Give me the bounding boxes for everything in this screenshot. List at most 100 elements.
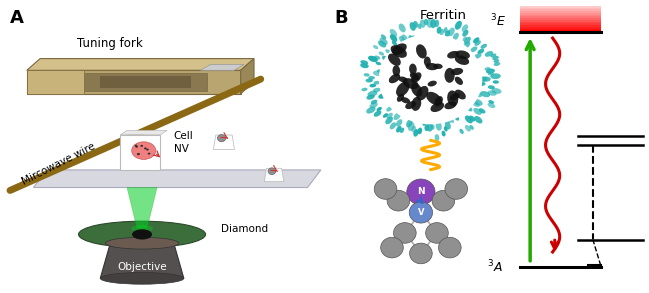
Ellipse shape: [447, 117, 451, 123]
Ellipse shape: [378, 40, 386, 47]
Ellipse shape: [374, 56, 380, 59]
Bar: [520, 6, 601, 8]
Text: A: A: [10, 9, 24, 27]
Ellipse shape: [135, 145, 138, 147]
Ellipse shape: [373, 70, 383, 76]
Bar: [520, 8, 601, 9]
Ellipse shape: [144, 147, 147, 149]
Ellipse shape: [387, 190, 410, 211]
Ellipse shape: [389, 74, 400, 83]
Ellipse shape: [132, 142, 156, 159]
Ellipse shape: [455, 90, 466, 99]
Ellipse shape: [451, 68, 463, 75]
Bar: [520, 27, 601, 29]
Ellipse shape: [400, 128, 404, 133]
Ellipse shape: [434, 20, 439, 27]
Ellipse shape: [365, 79, 373, 82]
Ellipse shape: [368, 76, 375, 80]
Ellipse shape: [474, 40, 481, 46]
Ellipse shape: [371, 100, 378, 104]
Ellipse shape: [422, 120, 426, 126]
Ellipse shape: [411, 83, 422, 97]
Ellipse shape: [392, 43, 407, 55]
Ellipse shape: [366, 107, 376, 114]
Ellipse shape: [369, 102, 378, 108]
Ellipse shape: [378, 93, 387, 99]
Polygon shape: [201, 64, 244, 70]
Ellipse shape: [424, 57, 431, 67]
Polygon shape: [241, 59, 254, 94]
Ellipse shape: [393, 65, 400, 76]
Polygon shape: [120, 130, 167, 135]
Ellipse shape: [138, 153, 140, 155]
Ellipse shape: [392, 40, 397, 46]
Ellipse shape: [368, 56, 378, 62]
Ellipse shape: [493, 80, 499, 84]
Text: Objective: Objective: [117, 262, 167, 272]
Ellipse shape: [439, 29, 444, 35]
Ellipse shape: [403, 78, 419, 89]
Ellipse shape: [217, 134, 226, 142]
Bar: [520, 16, 601, 18]
Bar: [520, 18, 601, 20]
Ellipse shape: [467, 106, 472, 111]
Ellipse shape: [418, 23, 422, 29]
Ellipse shape: [426, 223, 448, 243]
Ellipse shape: [399, 36, 405, 43]
Ellipse shape: [390, 34, 397, 42]
Ellipse shape: [386, 106, 393, 112]
Ellipse shape: [439, 237, 461, 258]
Ellipse shape: [427, 122, 433, 132]
Bar: [520, 9, 601, 11]
Text: $^3$A: $^3$A: [487, 258, 503, 275]
Ellipse shape: [380, 38, 387, 45]
Ellipse shape: [435, 122, 442, 131]
Ellipse shape: [487, 103, 495, 108]
Ellipse shape: [456, 50, 470, 59]
Ellipse shape: [410, 202, 433, 223]
Polygon shape: [100, 243, 184, 278]
Ellipse shape: [398, 76, 408, 82]
Bar: [520, 30, 601, 32]
Ellipse shape: [363, 73, 370, 76]
Ellipse shape: [374, 81, 380, 84]
Ellipse shape: [417, 127, 422, 134]
Ellipse shape: [450, 118, 454, 123]
Ellipse shape: [386, 49, 391, 54]
Ellipse shape: [477, 81, 485, 86]
Ellipse shape: [373, 88, 381, 92]
Ellipse shape: [445, 68, 455, 83]
Ellipse shape: [411, 72, 421, 83]
Text: Ferritin: Ferritin: [420, 9, 467, 22]
Ellipse shape: [494, 62, 500, 66]
Ellipse shape: [444, 126, 448, 132]
Ellipse shape: [424, 124, 429, 131]
Bar: [520, 25, 601, 27]
Ellipse shape: [443, 27, 448, 33]
Ellipse shape: [410, 73, 419, 80]
Ellipse shape: [391, 45, 407, 58]
Ellipse shape: [480, 91, 490, 97]
Ellipse shape: [455, 77, 463, 85]
Ellipse shape: [409, 64, 417, 75]
Ellipse shape: [367, 91, 377, 97]
Ellipse shape: [478, 76, 487, 82]
Ellipse shape: [426, 18, 433, 28]
Ellipse shape: [464, 37, 471, 44]
Ellipse shape: [491, 88, 502, 94]
Polygon shape: [127, 188, 157, 229]
Ellipse shape: [473, 108, 482, 115]
Ellipse shape: [445, 179, 467, 199]
Text: NV: NV: [174, 144, 189, 154]
Ellipse shape: [369, 84, 376, 87]
Polygon shape: [120, 135, 160, 170]
Ellipse shape: [465, 115, 472, 123]
Ellipse shape: [469, 115, 475, 122]
Ellipse shape: [383, 113, 388, 118]
Ellipse shape: [445, 101, 456, 109]
Ellipse shape: [461, 24, 468, 32]
Polygon shape: [27, 70, 241, 94]
Ellipse shape: [132, 229, 152, 240]
Ellipse shape: [396, 119, 402, 127]
Ellipse shape: [378, 52, 384, 56]
